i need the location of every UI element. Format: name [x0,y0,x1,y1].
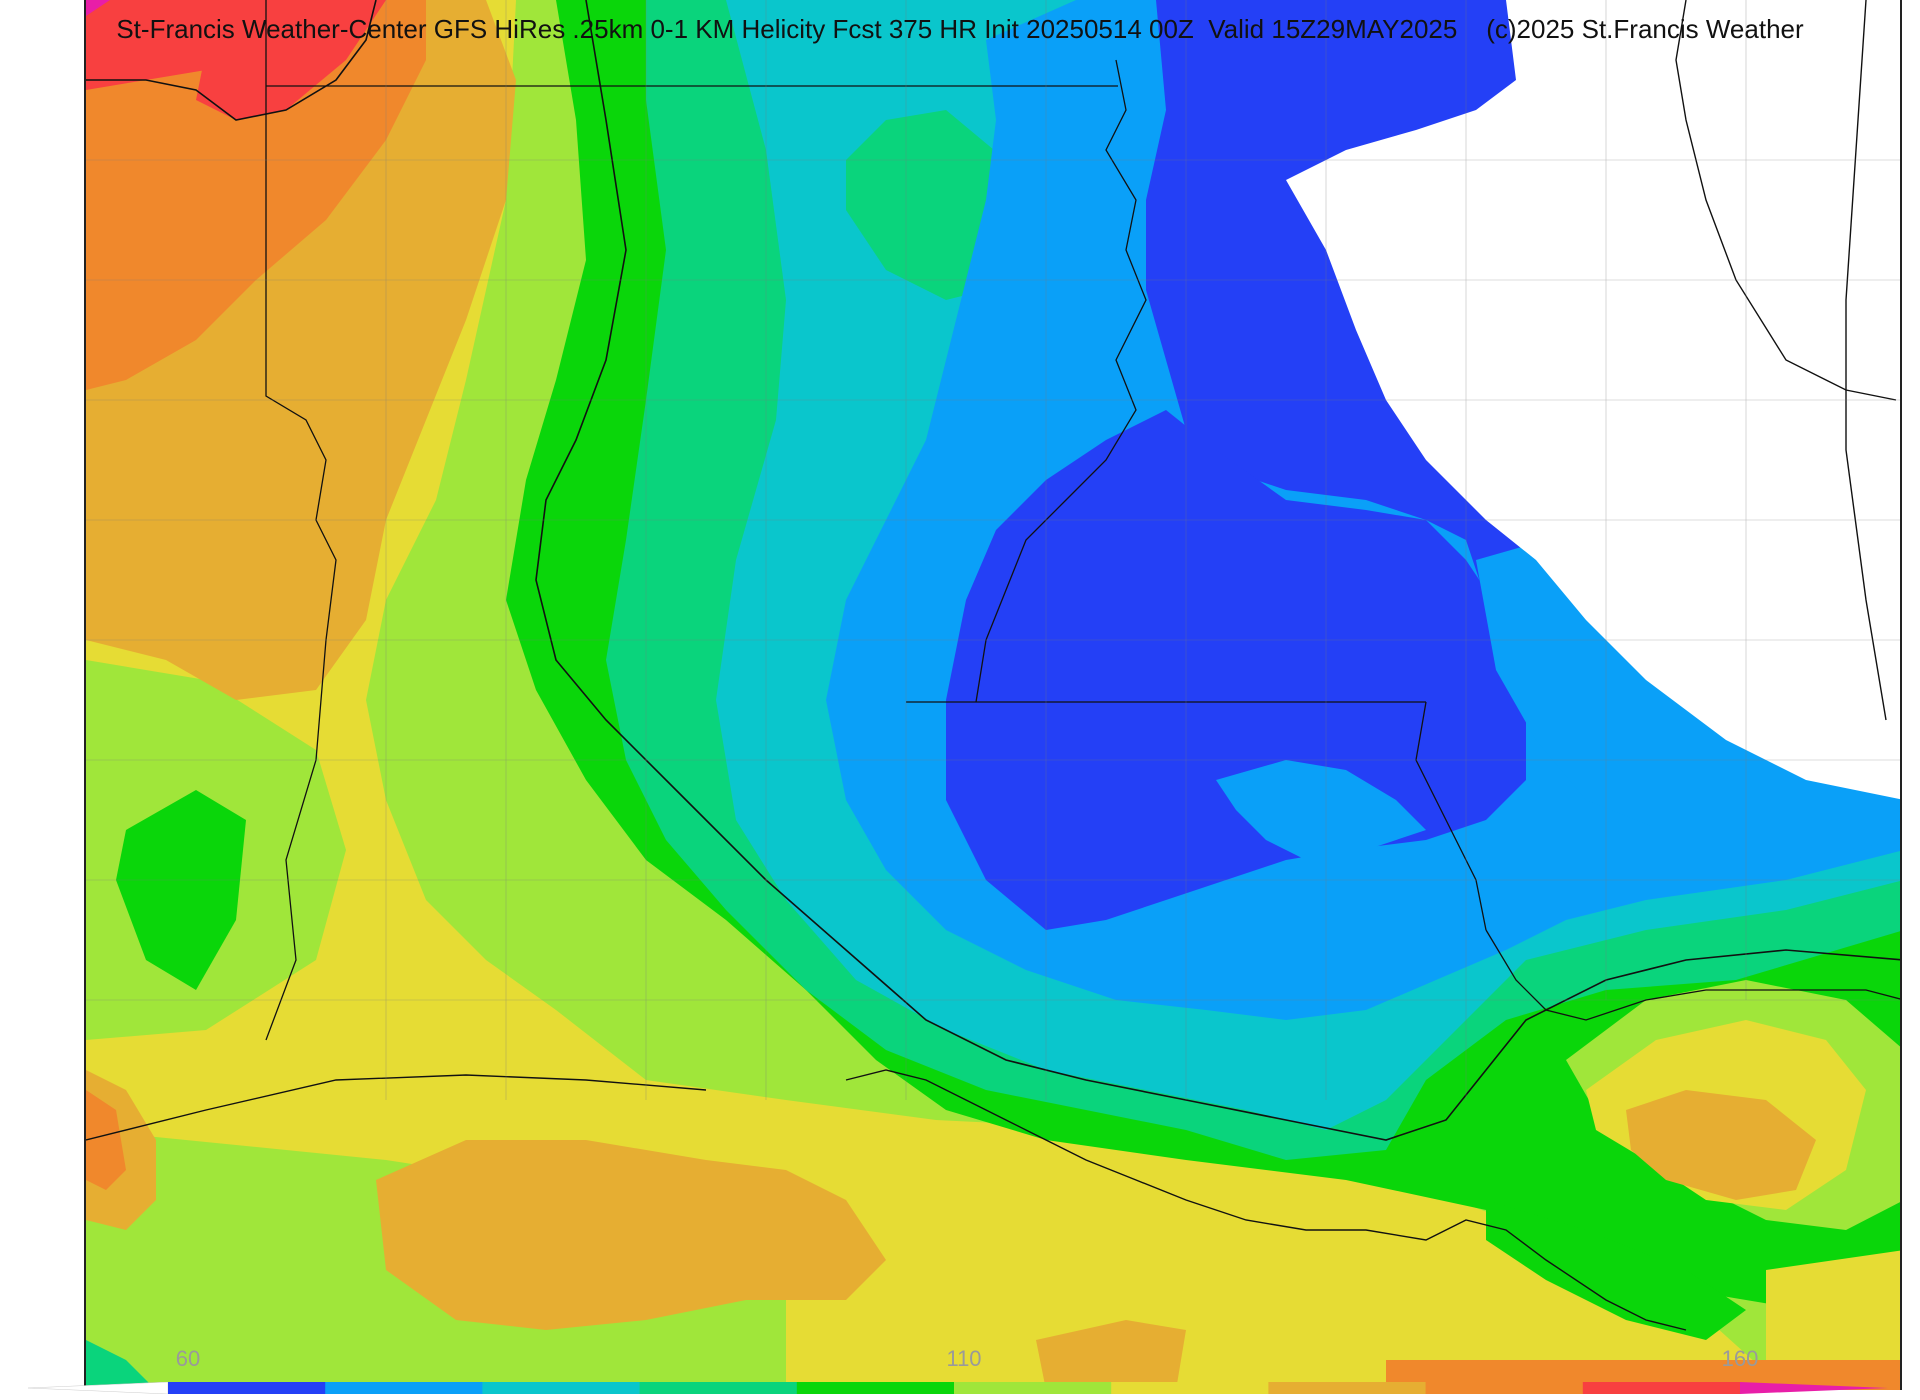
colorbar-bin [1268,1382,1427,1394]
colorbar-bin [796,1382,955,1394]
field-gold-south-east [1036,1320,1186,1390]
field-gold-east [1626,1090,1816,1200]
colorbar-tick-label: 60 [175,1346,201,1371]
colorbar-bin [954,1382,1112,1394]
county-lines [86,0,1900,1100]
helicity-map [84,0,1902,1390]
state-border-west [265,0,337,1041]
state-border-east [1415,701,1487,931]
field-white-ne [1286,0,1900,800]
field-yellow-se [1766,1250,1900,1390]
field-gold-south [376,1140,886,1330]
colorbar-tick-label: 160 [1721,1346,1759,1371]
field-green-east-bottom [1486,1200,1746,1340]
colorbar-bin [1111,1382,1269,1394]
field-orange-west [86,0,426,390]
colorbar-tick-label: 110 [946,1346,982,1371]
colorbar [28,1382,1888,1394]
colorbar-bins [168,1382,1741,1394]
coastline [845,1069,1687,1331]
field-orange-sw [86,1090,126,1190]
colorbar-bin [1425,1382,1584,1394]
field-blue-tongue [1216,760,1426,860]
colorbar-bin [1582,1382,1741,1394]
field-magenta-nw [86,0,110,16]
helicity-field [86,0,1900,1390]
map-title: St-Francis Weather-Center GFS HiRes .25k… [116,14,1804,44]
colorbar-bin [325,1382,483,1394]
contour-line-ne2 [1845,0,1887,721]
coastline-east [1485,929,1900,1021]
field-green-west-blob [116,790,246,990]
contour-line-w [86,1074,707,1141]
colorbar-bin [168,1382,326,1394]
river-border [975,59,1147,703]
contour-line-nw [86,0,377,121]
colorbar-bin [639,1382,798,1394]
colorbar-max-arrow [1740,1382,1888,1394]
colorbar-bin [482,1382,641,1394]
contour-line-ne [1675,0,1897,401]
field-red-nw2 [196,0,386,120]
contour-line [535,0,1900,1141]
field-teal-green-sw [86,1340,156,1390]
colorbar-min-arrow [28,1382,169,1394]
